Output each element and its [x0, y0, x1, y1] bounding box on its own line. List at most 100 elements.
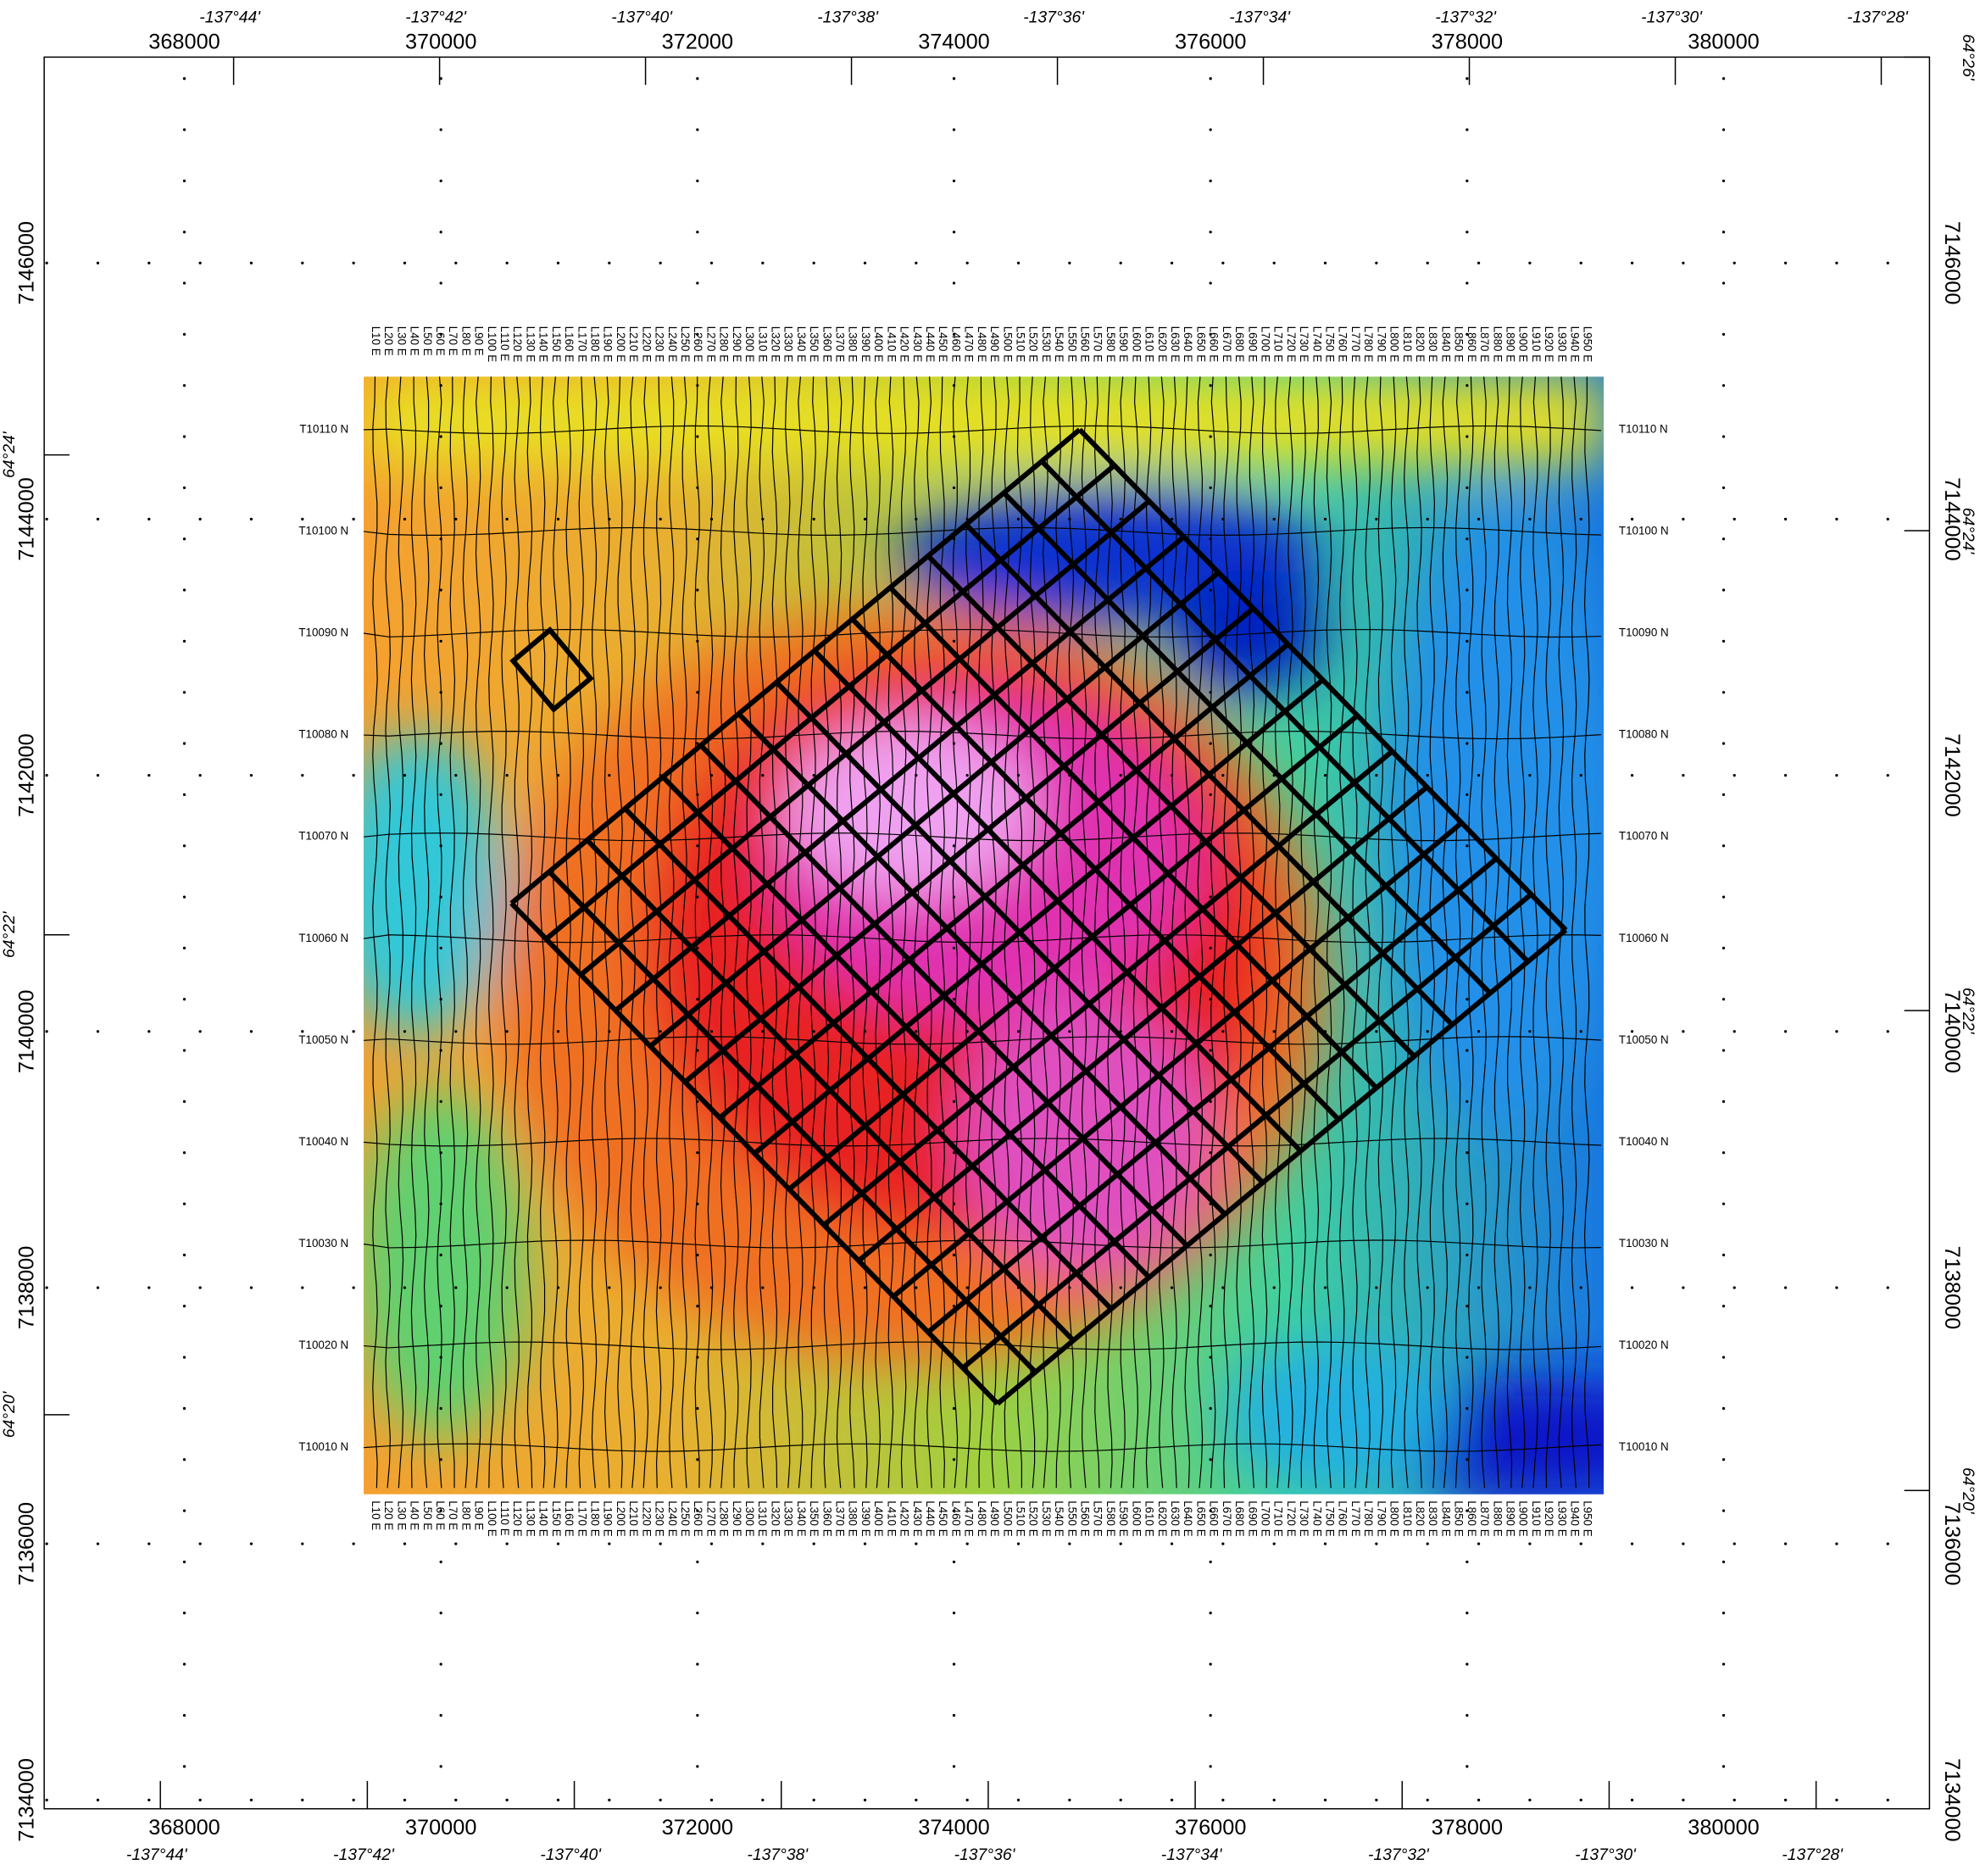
tie-label: T10080 N	[1619, 728, 1669, 741]
line-label: L620 E	[1156, 326, 1169, 363]
line-label: L470 E	[963, 1500, 976, 1537]
line-label: L520 E	[1027, 326, 1040, 363]
line-label: L950 E	[1582, 1500, 1594, 1537]
line-label: L770 E	[1349, 1500, 1362, 1537]
line-label: L10 E	[370, 326, 382, 356]
line-label: L230 E	[654, 1500, 666, 1537]
tie-label: T10040 N	[1619, 1135, 1669, 1148]
line-label: L390 E	[859, 1500, 872, 1537]
tie-label: T10010 N	[298, 1440, 348, 1453]
northing-label: 7146000	[1940, 221, 1964, 305]
easting-label: 380000	[1688, 1816, 1759, 1840]
line-label: L760 E	[1337, 326, 1349, 363]
tie-label: T10090 N	[1619, 626, 1669, 639]
line-label: L500 E	[1001, 1500, 1014, 1537]
line-label: L220 E	[640, 326, 653, 363]
line-label: L190 E	[602, 1500, 615, 1537]
line-label: L380 E	[847, 1500, 859, 1537]
line-label: L730 E	[1298, 1500, 1310, 1537]
line-label: L680 E	[1233, 326, 1246, 363]
line-label: L820 E	[1414, 1500, 1427, 1537]
line-label: L610 E	[1143, 326, 1156, 363]
line-label: L540 E	[1053, 1500, 1065, 1537]
longitude-label: -137°30'	[1575, 1845, 1637, 1864]
longitude-label: -137°28'	[1847, 8, 1909, 26]
line-label: L530 E	[1040, 326, 1053, 363]
line-label: L340 E	[795, 1500, 808, 1537]
line-label: L650 E	[1194, 1500, 1207, 1537]
line-label: L650 E	[1194, 326, 1207, 363]
line-label: L260 E	[692, 326, 704, 363]
tie-label: T10050 N	[1619, 1033, 1669, 1046]
line-label: L220 E	[640, 1500, 653, 1537]
line-label: L860 E	[1466, 326, 1478, 363]
line-label: L520 E	[1027, 1500, 1040, 1537]
line-label: L40 E	[409, 326, 421, 356]
line-label: L180 E	[589, 1500, 602, 1537]
tie-label: T10110 N	[299, 422, 348, 435]
line-label: L440 E	[924, 326, 937, 363]
line-label: L480 E	[976, 1500, 988, 1537]
line-label: L150 E	[550, 326, 563, 363]
line-label: L750 E	[1324, 326, 1337, 363]
latitude-label: 64°22'	[1959, 988, 1977, 1035]
line-label: L280 E	[718, 1500, 731, 1537]
line-label: L880 E	[1491, 326, 1504, 363]
longitude-label: -137°28'	[1782, 1845, 1844, 1864]
longitude-label: -137°42'	[405, 8, 467, 26]
easting-label: 368000	[148, 31, 220, 54]
line-label: L450 E	[937, 1500, 949, 1537]
tie-label: T10080 N	[298, 728, 348, 741]
line-label: L40 E	[409, 1500, 421, 1530]
line-label: L170 E	[576, 326, 588, 363]
tie-label: T10090 N	[298, 626, 348, 639]
line-label: L280 E	[718, 326, 731, 363]
line-label: L490 E	[988, 326, 1001, 363]
line-label: L370 E	[834, 326, 847, 363]
line-label: L530 E	[1040, 1500, 1053, 1537]
line-label: L350 E	[808, 1500, 820, 1537]
longitude-label: -137°32'	[1368, 1845, 1430, 1864]
tie-label: T10060 N	[298, 932, 348, 944]
line-label: L870 E	[1478, 1500, 1491, 1537]
tie-label: T10030 N	[298, 1237, 348, 1250]
northing-label: 7146000	[14, 221, 38, 305]
line-label: L680 E	[1233, 1500, 1246, 1537]
line-label: L410 E	[885, 326, 898, 363]
line-label: L90 E	[473, 326, 486, 356]
line-label: L810 E	[1401, 326, 1414, 363]
line-label: L350 E	[808, 326, 820, 363]
easting-label: 370000	[405, 1816, 476, 1840]
easting-label: 370000	[405, 31, 476, 54]
line-label: L70 E	[447, 326, 459, 356]
latitude-label: 64°24'	[1959, 508, 1977, 555]
easting-label: 376000	[1175, 1816, 1246, 1840]
line-label: L30 E	[395, 1500, 408, 1530]
northing-label: 7140000	[14, 990, 38, 1074]
line-label: L790 E	[1375, 1500, 1388, 1537]
line-label: L100 E	[486, 1500, 498, 1537]
line-label: L900 E	[1517, 1500, 1530, 1537]
longitude-label: -137°42'	[333, 1845, 395, 1864]
longitude-label: -137°32'	[1435, 8, 1497, 26]
northing-label: 7138000	[14, 1246, 38, 1330]
line-label: L940 E	[1569, 1500, 1582, 1537]
longitude-label: -137°38'	[747, 1845, 809, 1864]
easting-label: 380000	[1688, 31, 1759, 54]
line-label: L660 E	[1208, 326, 1221, 363]
line-label: L370 E	[834, 1500, 847, 1537]
line-label: L440 E	[924, 1500, 937, 1537]
line-label: L880 E	[1491, 1500, 1504, 1537]
line-label: L260 E	[692, 1500, 704, 1537]
line-label: L840 E	[1439, 1500, 1452, 1537]
line-label: L550 E	[1065, 326, 1078, 363]
line-label: L780 E	[1362, 1500, 1375, 1537]
line-label: L140 E	[537, 1500, 550, 1537]
line-label: L430 E	[911, 326, 924, 363]
line-label: L30 E	[395, 326, 408, 356]
northing-label: 7138000	[1940, 1246, 1964, 1330]
line-label: L850 E	[1453, 326, 1466, 363]
line-label: L70 E	[447, 1500, 459, 1530]
line-label: L890 E	[1504, 326, 1516, 363]
line-label: L320 E	[769, 326, 781, 363]
